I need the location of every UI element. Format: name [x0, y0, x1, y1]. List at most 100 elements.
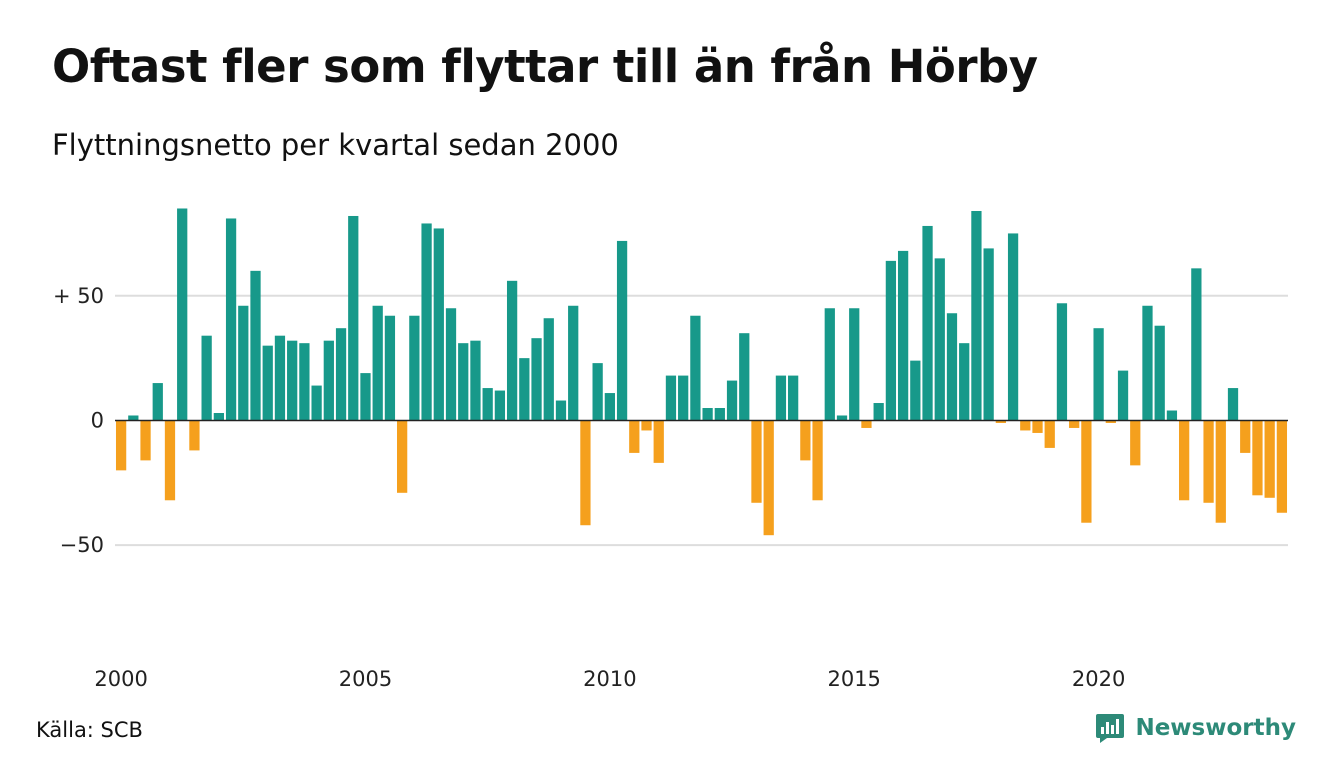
bar — [1276, 420, 1288, 513]
bar — [531, 338, 542, 421]
bar — [164, 420, 176, 501]
bar — [580, 420, 591, 526]
bar — [128, 415, 139, 421]
bar — [519, 358, 530, 421]
bar — [360, 373, 371, 421]
bar — [1105, 420, 1116, 423]
bar — [959, 343, 970, 421]
bar — [1191, 268, 1202, 421]
bar — [274, 335, 286, 421]
bar — [433, 228, 444, 421]
bar — [506, 280, 518, 421]
bar — [1154, 325, 1165, 421]
source-note: Källa: SCB — [36, 718, 143, 742]
bar — [1240, 420, 1251, 453]
newsworthy-logo-icon — [1096, 714, 1125, 743]
bar — [1069, 420, 1080, 428]
bar — [800, 420, 811, 461]
bar — [690, 315, 701, 421]
x-tick-label: 2000 — [94, 667, 147, 691]
bar — [470, 340, 481, 421]
bar — [995, 420, 1006, 423]
bar — [897, 250, 909, 421]
bar — [653, 420, 664, 463]
bar — [1227, 388, 1239, 421]
y-tick-label: −50 — [60, 533, 104, 557]
bar — [1020, 420, 1031, 431]
bar — [323, 340, 334, 421]
bar — [1215, 420, 1226, 523]
bar — [1203, 420, 1214, 503]
bar — [348, 215, 359, 421]
x-tick-label: 2020 — [1072, 667, 1125, 691]
bar — [287, 340, 298, 421]
bar-chart: + 50 0 −50 2000 2005 2010 2015 2020 — [53, 208, 1288, 691]
bar — [592, 363, 603, 421]
y-tick-label: 0 — [91, 408, 104, 432]
bar — [873, 403, 884, 421]
bar — [140, 420, 151, 461]
bar — [1081, 420, 1092, 523]
bar — [458, 343, 469, 421]
bar — [177, 208, 188, 421]
bar — [861, 420, 872, 428]
bar — [885, 260, 897, 421]
bar — [629, 420, 640, 453]
bar — [225, 218, 237, 421]
bar — [1252, 420, 1263, 496]
bar — [238, 305, 249, 421]
bar — [641, 420, 652, 431]
bar — [262, 345, 273, 421]
brand-name: Newsworthy — [1135, 715, 1296, 741]
axes: + 50 0 −50 2000 2005 2010 2015 2020 — [53, 284, 1288, 691]
bar — [115, 420, 127, 471]
bar — [1264, 420, 1275, 498]
bar — [299, 343, 310, 421]
bar — [201, 335, 212, 421]
bar — [726, 380, 738, 421]
bar — [152, 383, 163, 421]
bar — [971, 210, 982, 421]
bar — [250, 270, 261, 421]
bar — [1117, 370, 1129, 421]
bar — [824, 308, 835, 421]
bar — [616, 240, 628, 421]
chart-title: Oftast fler som flyttar till än från Hör… — [52, 40, 1038, 93]
bar — [702, 408, 713, 421]
bar — [494, 390, 506, 421]
bar — [397, 420, 408, 493]
bar — [384, 315, 396, 421]
bar — [788, 375, 799, 421]
bar — [1142, 305, 1153, 421]
bar — [910, 360, 921, 421]
bar — [1093, 328, 1104, 421]
x-tick-label: 2015 — [827, 667, 880, 691]
bar — [445, 308, 457, 421]
bar — [751, 420, 762, 503]
bar — [849, 308, 860, 421]
x-tick-label: 2005 — [339, 667, 392, 691]
bar — [1032, 420, 1043, 433]
bar — [555, 400, 567, 421]
brand: Newsworthy — [1095, 712, 1296, 744]
bar — [1007, 233, 1019, 421]
bar — [1179, 420, 1190, 501]
bar — [763, 420, 774, 536]
bar — [922, 225, 933, 421]
bar — [983, 248, 994, 421]
bar — [568, 305, 579, 421]
bar — [836, 415, 848, 421]
chart-subtitle: Flyttningsnetto per kvartal sedan 2000 — [52, 128, 619, 162]
bar — [946, 313, 958, 421]
bar — [1056, 303, 1068, 421]
bar — [1044, 420, 1055, 448]
bar — [775, 375, 787, 421]
bar — [482, 388, 493, 421]
bar — [543, 318, 554, 421]
bar — [409, 315, 420, 421]
bar — [421, 223, 432, 421]
bar — [311, 385, 322, 421]
bar — [665, 375, 677, 421]
y-tick-label: + 50 — [53, 284, 104, 308]
x-tick-label: 2010 — [583, 667, 636, 691]
